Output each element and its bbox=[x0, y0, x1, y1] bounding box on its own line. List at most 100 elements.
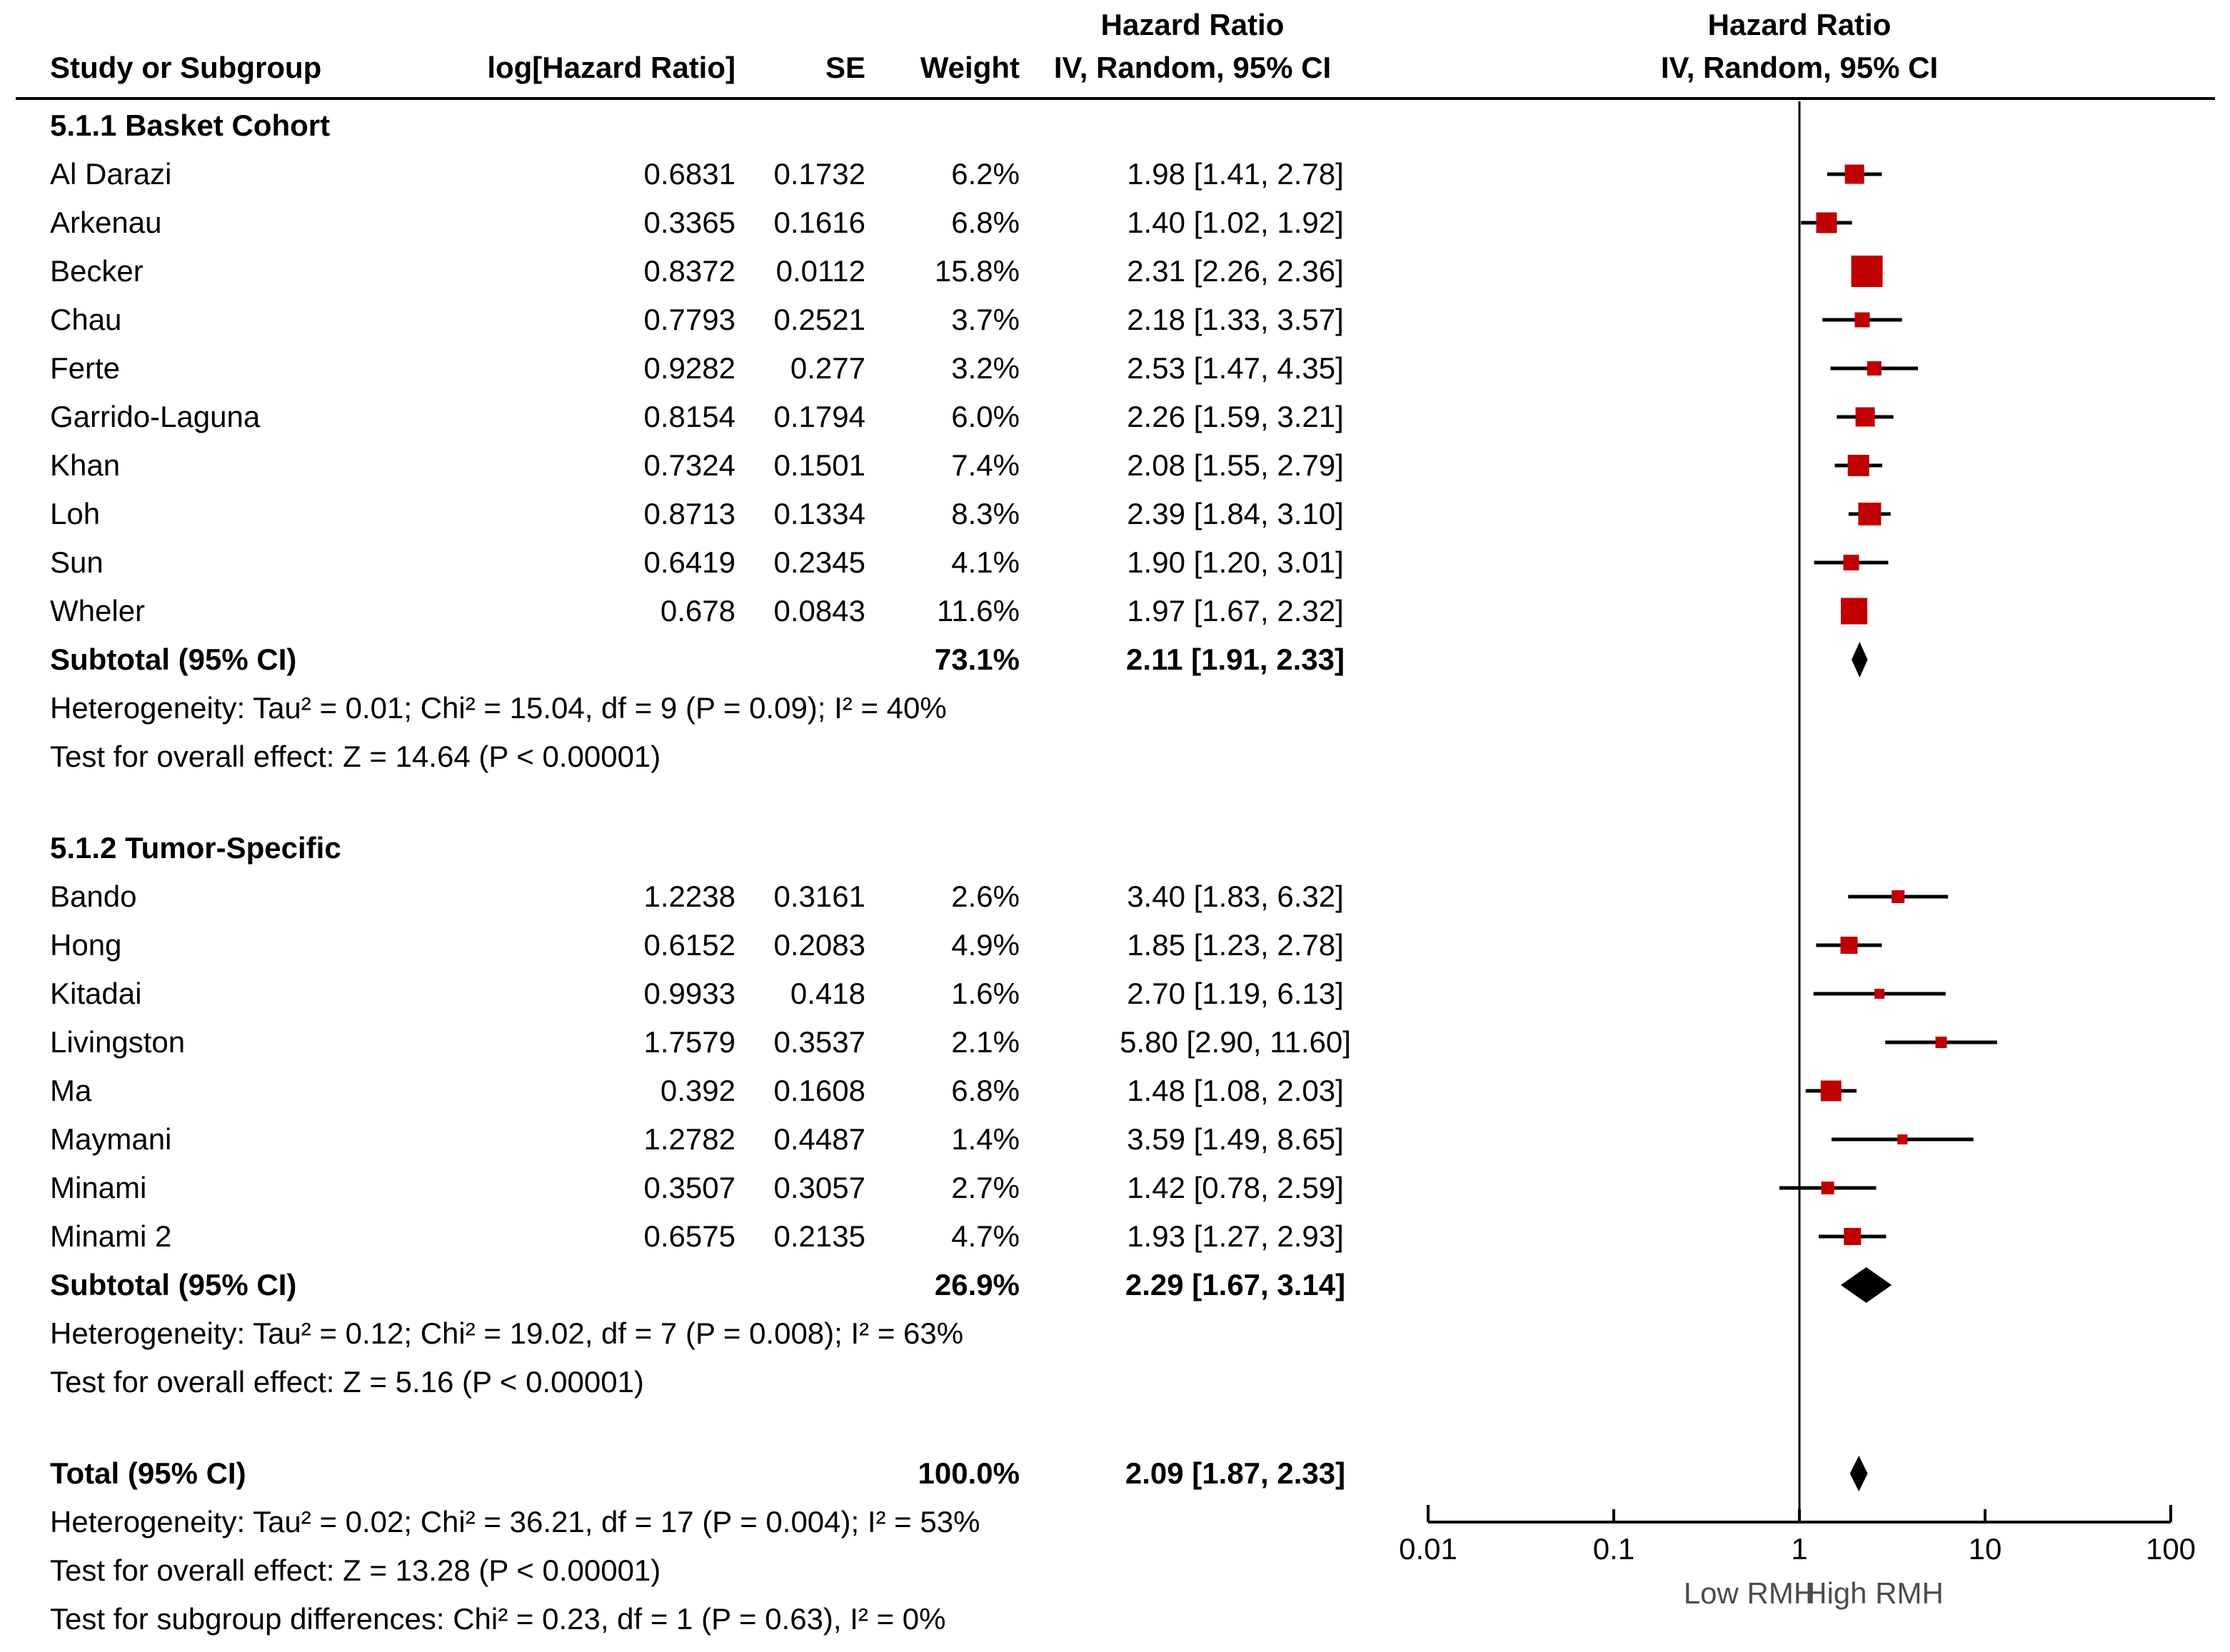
weight-value: 2.6% bbox=[951, 880, 1020, 913]
hazard-ratio-ci-text: 1.97 [1.67, 2.32] bbox=[1127, 594, 1344, 628]
axis-tick-label: 0.1 bbox=[1592, 1532, 1635, 1566]
study-row: Hong 0.6152 0.2083 4.9% 1.85 [1.23, 2.78] bbox=[0, 921, 2230, 969]
study-name: Ma bbox=[50, 1074, 92, 1107]
se-value: 0.2083 bbox=[773, 928, 865, 962]
column-header-study: Study or Subgroup bbox=[50, 51, 322, 84]
study-name: Minami bbox=[50, 1171, 147, 1204]
se-value: 0.0112 bbox=[775, 254, 865, 288]
log-hazard-ratio-value: 0.9933 bbox=[643, 977, 735, 1010]
study-row: Ma 0.392 0.1608 6.8% 1.48 [1.08, 2.03] bbox=[0, 1067, 2230, 1115]
se-value: 0.2135 bbox=[773, 1219, 865, 1253]
se-value: 0.1501 bbox=[773, 448, 865, 482]
study-row: Livingston 1.7579 0.3537 2.1% 5.80 [2.90, 11… bbox=[0, 1018, 2230, 1067]
hazard-ratio-ci-text: 1.85 [1.23, 2.78] bbox=[1127, 928, 1344, 962]
header-row-1: Hazard Ratio Hazard Ratio bbox=[0, 4, 2230, 46]
subtotal-row: Subtotal (95% CI) 73.1% 2.11 [1.91, 2.33] bbox=[0, 635, 2230, 684]
se-value: 0.3057 bbox=[773, 1171, 865, 1204]
weight-value: 15.8% bbox=[934, 254, 1020, 288]
weight-value: 6.8% bbox=[951, 206, 1020, 239]
hazard-ratio-ci-text: 1.90 [1.20, 3.01] bbox=[1127, 545, 1344, 579]
study-name: Livingston bbox=[50, 1025, 186, 1059]
log-hazard-ratio-value: 1.7579 bbox=[643, 1025, 735, 1059]
subtotal-weight: 73.1% bbox=[934, 643, 1020, 676]
weight-value: 4.9% bbox=[951, 928, 1020, 962]
header-row-2: Study or Subgroup log[Hazard Ratio] SE W… bbox=[0, 47, 2230, 89]
axis-tick-label: 100 bbox=[2145, 1532, 2196, 1566]
weight-value: 2.1% bbox=[951, 1025, 1020, 1059]
hazard-ratio-ci-text: 2.53 [1.47, 4.35] bbox=[1127, 351, 1344, 385]
total-weight: 100.0% bbox=[918, 1456, 1020, 1490]
se-value: 0.3161 bbox=[773, 880, 865, 913]
hazard-ratio-ci-text: 3.59 [1.49, 8.65] bbox=[1127, 1122, 1344, 1156]
overall-effect-row: Test for overall effect: Z = 5.16 (P < 0… bbox=[0, 1358, 2230, 1406]
hazard-ratio-ci-text: 1.40 [1.02, 1.92] bbox=[1127, 206, 1344, 239]
hazard-ratio-ci-text: 2.26 [1.59, 3.21] bbox=[1127, 400, 1344, 433]
weight-value: 6.2% bbox=[951, 157, 1020, 191]
study-name: Wheler bbox=[50, 594, 146, 628]
study-name: Sun bbox=[50, 545, 104, 579]
weight-value: 4.1% bbox=[951, 545, 1020, 579]
se-value: 0.1334 bbox=[773, 497, 865, 530]
header-divider bbox=[16, 97, 2215, 100]
study-name: Maymani bbox=[50, 1122, 172, 1156]
log-hazard-ratio-value: 1.2238 bbox=[643, 880, 735, 913]
log-hazard-ratio-value: 0.8713 bbox=[643, 497, 735, 530]
study-row: Minami 2 0.6575 0.2135 4.7% 1.93 [1.27, 2.93… bbox=[0, 1212, 2230, 1261]
subgroup-label: 5.1.2 Tumor-Specific bbox=[50, 831, 341, 865]
weight-value: 2.7% bbox=[951, 1171, 1020, 1204]
hazard-ratio-ci-text: 1.93 [1.27, 2.93] bbox=[1127, 1219, 1344, 1253]
study-name: Kitadai bbox=[50, 977, 142, 1010]
study-row: Sun 0.6419 0.2345 4.1% 1.90 [1.20, 3.01] bbox=[0, 538, 2230, 587]
study-row: Garrido-Laguna 0.8154 0.1794 6.0% 2.26 [1.59… bbox=[0, 393, 2230, 441]
study-row: Maymani 1.2782 0.4487 1.4% 3.59 [1.49, 8.65] bbox=[0, 1115, 2230, 1164]
heterogeneity-text: Heterogeneity: Tau² = 0.12; Chi² = 19.02… bbox=[50, 1316, 964, 1350]
se-value: 0.0843 bbox=[773, 594, 865, 628]
study-row: Loh 0.8713 0.1334 8.3% 2.39 [1.84, 3.10] bbox=[0, 490, 2230, 538]
hazard-ratio-ci-text: 2.39 [1.84, 3.10] bbox=[1127, 497, 1344, 530]
log-hazard-ratio-value: 0.7324 bbox=[643, 448, 735, 482]
subtotal-label: Subtotal (95% CI) bbox=[50, 643, 297, 676]
column-header-log-hr: log[Hazard Ratio] bbox=[487, 51, 735, 84]
axis-label-high: High RMH bbox=[1805, 1576, 1944, 1610]
hazard-ratio-ci-text: 1.98 [1.41, 2.78] bbox=[1127, 157, 1344, 191]
log-hazard-ratio-value: 1.2782 bbox=[643, 1122, 735, 1156]
hazard-ratio-ci-text: 2.18 [1.33, 3.57] bbox=[1127, 303, 1344, 336]
log-hazard-ratio-value: 0.3365 bbox=[643, 206, 735, 239]
hazard-ratio-ci-text: 2.31 [2.26, 2.36] bbox=[1127, 254, 1344, 288]
column-header-ci-method: IV, Random, 95% CI bbox=[1053, 51, 1332, 84]
overall-effect-text: Test for overall effect: Z = 14.64 (P < … bbox=[50, 740, 661, 773]
se-value: 0.1732 bbox=[773, 157, 865, 191]
weight-value: 1.4% bbox=[951, 1122, 1020, 1156]
column-header-weight: Weight bbox=[920, 51, 1020, 84]
total-label: Total (95% CI) bbox=[50, 1456, 246, 1490]
column-header-hazard-ratio-left: Hazard Ratio bbox=[1100, 8, 1285, 41]
total-overall-effect-text: Test for overall effect: Z = 13.28 (P < … bbox=[50, 1553, 661, 1587]
weight-value: 3.2% bbox=[951, 351, 1020, 385]
hazard-ratio-ci-text: 3.40 [1.83, 6.32] bbox=[1127, 880, 1344, 913]
study-row: Minami 0.3507 0.3057 2.7% 1.42 [0.78, 2.59] bbox=[0, 1164, 2230, 1212]
weight-value: 4.7% bbox=[951, 1219, 1020, 1253]
log-hazard-ratio-value: 0.6575 bbox=[643, 1219, 735, 1253]
study-row: Arkenau 0.3365 0.1616 6.8% 1.40 [1.02, 1.92] bbox=[0, 198, 2230, 247]
log-hazard-ratio-value: 0.6831 bbox=[643, 157, 735, 191]
hazard-ratio-ci-text: 2.70 [1.19, 6.13] bbox=[1127, 977, 1344, 1010]
weight-value: 3.7% bbox=[951, 303, 1020, 336]
study-name: Loh bbox=[50, 497, 101, 530]
weight-value: 11.6% bbox=[937, 594, 1020, 628]
axis-tick-label: 0.01 bbox=[1399, 1532, 1457, 1566]
se-value: 0.1794 bbox=[773, 400, 865, 433]
subgroup-differences-text: Test for subgroup differences: Chi² = 0.… bbox=[50, 1602, 946, 1636]
study-name: Ferte bbox=[50, 351, 121, 385]
study-name: Khan bbox=[50, 448, 121, 482]
hazard-ratio-ci-text: 1.42 [0.78, 2.59] bbox=[1127, 1171, 1344, 1204]
study-name: Hong bbox=[50, 928, 122, 962]
study-name: Al Darazi bbox=[50, 157, 172, 191]
log-hazard-ratio-value: 0.8372 bbox=[643, 254, 735, 288]
subgroup-label: 5.1.1 Basket Cohort bbox=[50, 109, 331, 142]
study-row: Bando 1.2238 0.3161 2.6% 3.40 [1.83, 6.32] bbox=[0, 872, 2230, 921]
weight-value: 6.8% bbox=[951, 1074, 1020, 1107]
log-hazard-ratio-value: 0.9282 bbox=[643, 351, 735, 385]
study-name: Minami 2 bbox=[50, 1219, 172, 1253]
overall-effect-row: Test for overall effect: Z = 14.64 (P < … bbox=[0, 732, 2230, 781]
